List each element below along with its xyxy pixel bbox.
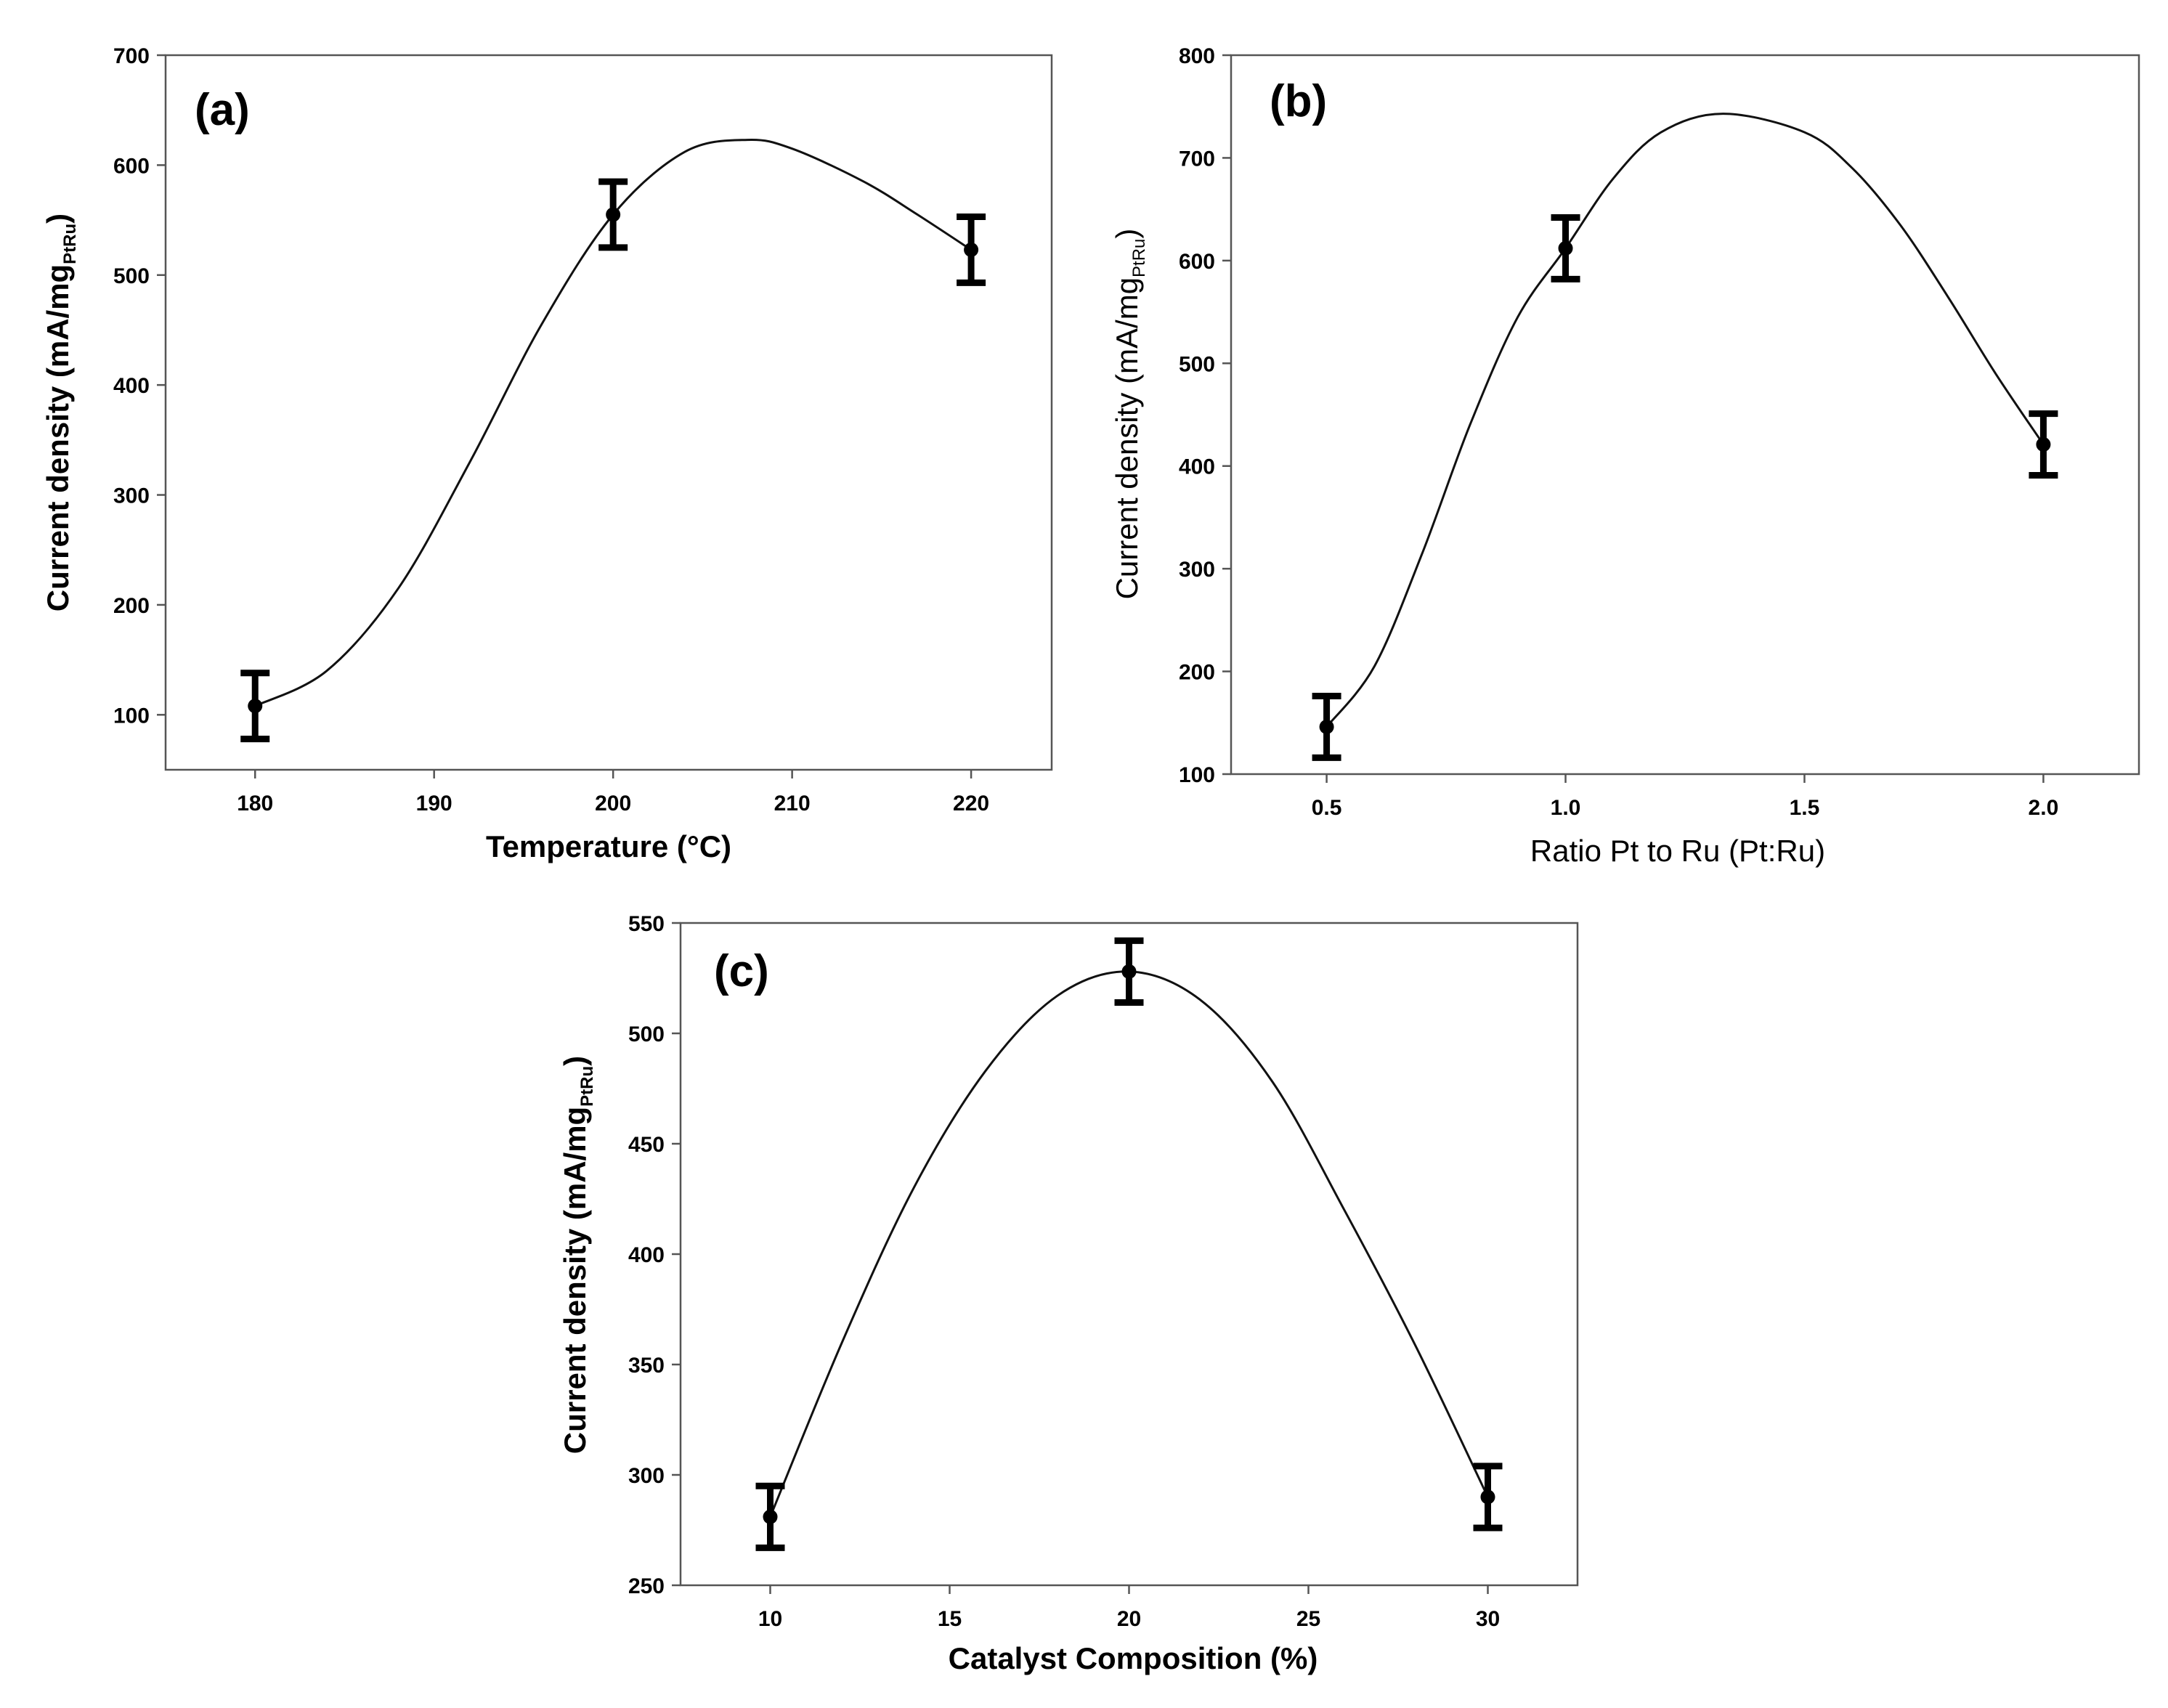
panel-b-y-ticks: 100 200 300 400 500 600 700 800 xyxy=(1179,44,1231,787)
panel-c-y-tick-label: 450 xyxy=(628,1133,665,1157)
panel-a-x-tick-label: 190 xyxy=(416,792,452,816)
panel-c-x-axis-title: Catalyst Composition (%) xyxy=(949,1641,1318,1675)
panel-a-data-point xyxy=(606,207,621,222)
panel-c-x-tick-label: 15 xyxy=(938,1607,962,1631)
panel-a-y-tick-label: 200 xyxy=(113,594,150,618)
panel-a-x-tick-label: 210 xyxy=(774,792,811,816)
panel-b-y-axis-title-close: ) xyxy=(1110,229,1144,239)
panel-c-y-tick-label: 500 xyxy=(628,1022,665,1046)
panel-c-x-tick-label: 10 xyxy=(758,1607,782,1631)
panel-c-x-tick-label: 30 xyxy=(1476,1607,1500,1631)
panel-b-y-tick-label: 800 xyxy=(1179,44,1215,68)
panel-a: (a) 180 190 200 210 220 100 200 300 400 500 600 70… xyxy=(41,44,1053,863)
panel-b-x-ticks: 0.5 1.0 1.5 2.0 xyxy=(1312,774,2059,820)
panel-c-y-tick-label: 250 xyxy=(628,1574,665,1598)
panel-a-y-axis-title-close: ) xyxy=(41,214,75,224)
panel-b-x-axis-title: Ratio Pt to Ru (Pt:Ru) xyxy=(1530,834,1825,868)
panel-c-y-tick-label: 300 xyxy=(628,1464,665,1488)
panel-b-x-tick-label: 1.0 xyxy=(1551,796,1581,820)
panel-c-fit-curve xyxy=(769,970,1489,1518)
panel-b-data-point xyxy=(1558,240,1573,256)
panel-a-label: (a) xyxy=(195,85,250,135)
panel-a-data-point xyxy=(964,242,979,257)
panel-b-y-tick-label: 500 xyxy=(1179,352,1215,376)
panel-c-x-tick-label: 25 xyxy=(1296,1607,1320,1631)
panel-b-y-axis-title: Current density (mA/mgPtRu) xyxy=(1110,229,1149,600)
panel-c-x-ticks: 10 15 20 25 30 xyxy=(758,1585,1500,1631)
panel-a-data-point xyxy=(248,699,263,714)
panel-b: (b) 0.5 1.0 1.5 2.0 100 200 300 400 500 600 700 80… xyxy=(1110,44,2140,868)
panel-a-fit-curve xyxy=(254,138,972,707)
panel-b-y-tick-label: 700 xyxy=(1179,147,1215,171)
panel-c: (c) 10 15 20 25 30 250 300 350 400 450 500 550 Cat… xyxy=(558,912,1579,1675)
panel-b-y-tick-label: 100 xyxy=(1179,763,1215,787)
panel-c-data-point xyxy=(1121,964,1137,979)
panel-a-x-axis-title: Temperature (°C) xyxy=(486,829,731,863)
panel-a-x-tick-label: 180 xyxy=(237,792,273,816)
panel-a-y-tick-label: 400 xyxy=(113,374,150,398)
panel-c-y-tick-label: 350 xyxy=(628,1354,665,1378)
panel-a-y-axis-title-sub: PtRu xyxy=(60,224,80,264)
panel-a-y-tick-label: 100 xyxy=(113,704,150,728)
panel-b-data-point xyxy=(1319,719,1334,734)
panel-a-x-tick-label: 220 xyxy=(953,792,989,816)
panel-c-y-axis-title-sub: PtRu xyxy=(577,1066,597,1107)
panel-a-y-axis-title-main: Current density (mA/mg xyxy=(41,264,75,611)
panel-c-y-axis-title-close: ) xyxy=(558,1056,592,1066)
panel-a-y-tick-label: 500 xyxy=(113,264,150,288)
panel-c-y-tick-label: 400 xyxy=(628,1243,665,1267)
panel-c-y-axis-title: Current density (mA/mgPtRu) xyxy=(558,1056,597,1454)
panel-b-data-point xyxy=(2036,437,2051,452)
panel-b-x-tick-label: 1.5 xyxy=(1790,796,1820,820)
panel-c-plot-frame xyxy=(679,922,1579,1587)
panel-c-y-tick-label: 550 xyxy=(628,912,665,936)
panel-b-x-tick-label: 0.5 xyxy=(1312,796,1342,820)
panel-a-marks xyxy=(240,138,986,743)
panel-a-plot-frame xyxy=(164,54,1053,771)
panel-c-y-axis-title-main: Current density (mA/mg xyxy=(558,1107,592,1454)
panel-c-data-point xyxy=(763,1509,778,1524)
panel-c-marks xyxy=(755,937,1503,1551)
panel-a-y-tick-label: 600 xyxy=(113,154,150,178)
panel-b-y-axis-title-main: Current density (mA/mg xyxy=(1110,277,1144,599)
panel-c-y-ticks: 250 300 350 400 450 500 550 xyxy=(628,912,681,1598)
panel-a-x-ticks: 180 190 200 210 220 xyxy=(237,770,989,816)
panel-c-label: (c) xyxy=(714,946,769,996)
panel-b-marks xyxy=(1312,113,2058,761)
panel-b-y-tick-label: 600 xyxy=(1179,250,1215,274)
panel-a-y-ticks: 100 200 300 400 500 600 700 xyxy=(113,44,166,728)
panel-b-plot-frame xyxy=(1230,54,2140,776)
panel-a-y-tick-label: 300 xyxy=(113,484,150,508)
panel-a-y-tick-label: 700 xyxy=(113,44,150,68)
panel-b-fit-curve xyxy=(1325,113,2045,728)
panel-b-label: (b) xyxy=(1270,76,1327,126)
panel-c-x-tick-label: 20 xyxy=(1117,1607,1141,1631)
panel-c-data-point xyxy=(1480,1489,1495,1505)
panel-b-y-axis-title-sub: PtRu xyxy=(1129,239,1149,277)
panel-a-y-axis-title: Current density (mA/mgPtRu) xyxy=(41,214,80,611)
panel-b-x-tick-label: 2.0 xyxy=(2029,796,2059,820)
panel-b-y-tick-label: 300 xyxy=(1179,558,1215,582)
panel-a-x-tick-label: 200 xyxy=(595,792,631,816)
panel-b-y-tick-label: 400 xyxy=(1179,455,1215,479)
panel-b-y-tick-label: 200 xyxy=(1179,661,1215,685)
